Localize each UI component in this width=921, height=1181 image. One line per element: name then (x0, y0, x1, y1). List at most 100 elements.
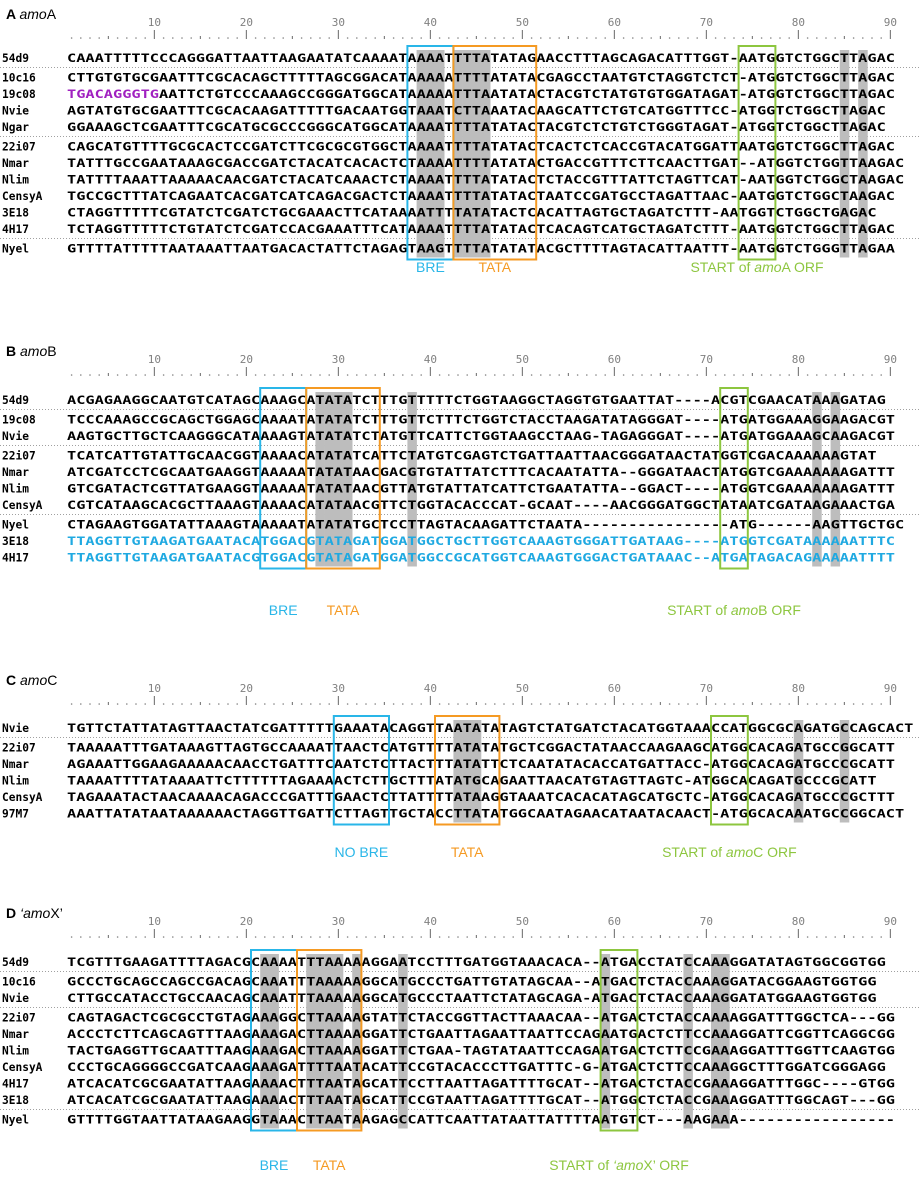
ruler-dot (825, 37, 827, 39)
ruler-dot (162, 936, 165, 938)
ruler-dot (503, 703, 505, 705)
ruler-dot (162, 37, 165, 39)
ruler-tick-label: 20 (240, 353, 253, 366)
ruler-dot (650, 936, 652, 938)
ruler-dot (503, 936, 505, 938)
ruler-tick-label: 40 (424, 16, 437, 29)
ruler-dot (273, 703, 275, 705)
ruler-dot (503, 374, 505, 376)
ruler-dot (89, 37, 91, 39)
sequence: CGTCATAAGCACGCTTAAAGTAAAACATATAACGTTCTGG… (67, 499, 895, 512)
ruler-dot (558, 936, 560, 938)
ruler-dot (144, 37, 146, 39)
gene-prefix: ‘amo (20, 905, 51, 921)
ruler-dot (852, 703, 855, 705)
ruler-tick-label: 60 (608, 915, 621, 928)
ruler-dot (80, 703, 82, 705)
ruler-dot (264, 374, 266, 376)
ruler-dot (862, 936, 864, 938)
ruler-dot (714, 374, 717, 376)
ruler-dot (135, 374, 137, 376)
gene-suffix: A (47, 6, 57, 22)
ruler-dot (742, 936, 744, 938)
ruler-dot (374, 374, 377, 376)
sequence-name: 4H17 (2, 223, 29, 236)
ruler-tick-label: 40 (424, 353, 437, 366)
ruler-dot (742, 703, 744, 705)
sequence: AGTATGTGCGAATTTCGCACAAGATTTTTGACAATGGTAA… (67, 105, 886, 118)
ruler-dot (135, 936, 137, 938)
ruler-dot (862, 37, 864, 39)
ruler-dot (484, 936, 487, 938)
ruler-dot (310, 936, 312, 938)
region-label: BRE (269, 602, 298, 618)
ruler-dot (466, 703, 469, 705)
ruler-tick-label: 50 (516, 353, 529, 366)
ruler-dot (733, 936, 735, 938)
start-box (737, 45, 777, 261)
sequence-name: 54d9 (2, 956, 29, 969)
ruler-dot (586, 37, 588, 39)
ruler-dot (135, 37, 137, 39)
ruler-dot (80, 936, 82, 938)
ruler-dot (420, 936, 423, 938)
ruler-dot (190, 703, 192, 705)
sequence-name: CensyA (2, 499, 43, 512)
ruler-dot (530, 374, 533, 376)
ruler-dot (540, 703, 542, 705)
ruler-dot (264, 703, 266, 705)
ruler-dot (457, 936, 459, 938)
ruler-dot (319, 936, 321, 938)
ruler-dot (742, 374, 744, 376)
ruler-dot (549, 374, 551, 376)
ruler-tick-label: 40 (424, 682, 437, 695)
conserved-column (425, 50, 436, 258)
sequence-name: Nyel (2, 519, 29, 532)
ruler-dot (484, 703, 487, 705)
ruler-dot (788, 37, 790, 39)
panel-letter: B (6, 343, 20, 359)
tata-box (305, 387, 381, 570)
region-label: BRE (260, 1157, 289, 1173)
sequence-name: Nmar (2, 466, 29, 479)
ruler-dot (494, 374, 496, 376)
ruler-dot (742, 37, 744, 39)
ruler-dot (310, 37, 312, 39)
ruler-dot (770, 37, 772, 39)
sequence-name: 3E18 (2, 535, 29, 548)
sequence: ATCGATCCTCGCAATGAAGGTAAAAATATATAACGACGTG… (67, 466, 895, 479)
region-label: START of amoC ORF (662, 844, 797, 860)
gene-suffix: B (47, 343, 56, 359)
ruler-dot (714, 703, 717, 705)
ruler-dot (402, 936, 404, 938)
sequence: CAGCATGTTTTGCGCACTCCGATCTTCGCGCGTGGCTAAA… (67, 141, 895, 154)
conserved-column (600, 954, 611, 1129)
ruler-dot (806, 703, 809, 705)
region-label: TATA (313, 1157, 346, 1173)
sequence-name: Nyel (2, 243, 29, 256)
ruler-dot (236, 374, 238, 376)
ruler-dot (310, 703, 312, 705)
sequence: AAATTATATAATAAAAAACTAGGTTGATTCTTAGTTGCTA… (67, 808, 905, 821)
ruler-dot (668, 374, 671, 376)
sequence-name: 4H17 (2, 1078, 29, 1091)
ruler-tick-label: 80 (792, 915, 805, 928)
sequence: TCATCATTGTATTGCAACGGTAAAACATATATCATTCTAT… (67, 450, 877, 463)
ruler-dot (668, 37, 671, 39)
ruler-dot (254, 936, 257, 938)
ruler-dot (346, 374, 349, 376)
conserved-column (720, 954, 730, 1129)
conserved-column (306, 954, 316, 1129)
ruler-dot (282, 703, 285, 705)
ruler-dot (319, 703, 321, 705)
ruler-dot (172, 37, 174, 39)
ruler-dot (218, 936, 220, 938)
ruler-dot (208, 37, 211, 39)
ruler-dot (356, 37, 358, 39)
ruler-dot (586, 936, 588, 938)
panel-letter: C (6, 672, 20, 688)
panel-letter: D (6, 905, 20, 921)
ruler-dot (328, 936, 331, 938)
ruler-dot (540, 936, 542, 938)
ruler-dot (282, 374, 285, 376)
